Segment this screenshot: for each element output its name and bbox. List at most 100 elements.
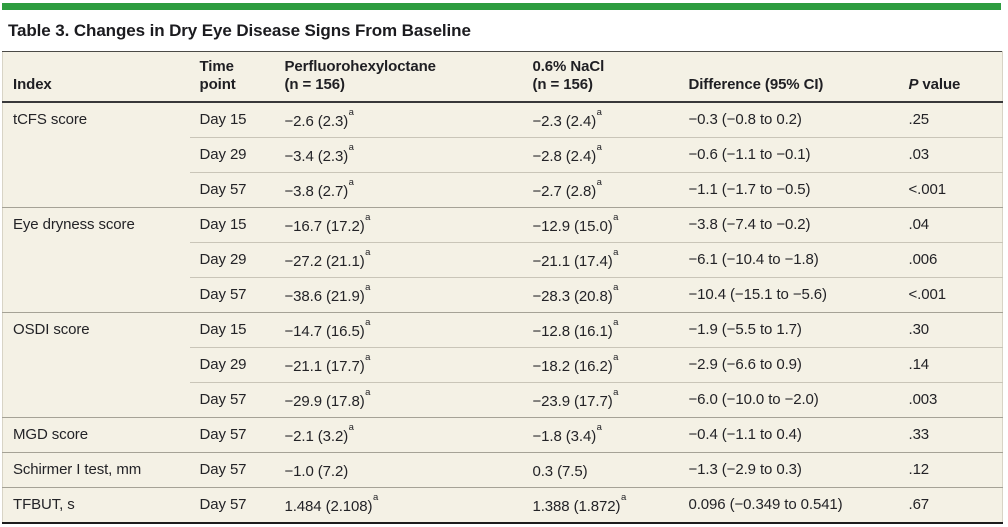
table-row: Day 29 −3.4 (2.3)a −2.8 (2.4)a −0.6 (−1.… — [3, 137, 1003, 173]
table-row: Eye dryness score Day 15 −16.7 (17.2)a −… — [2, 207, 1003, 313]
p-value-cell: <.001 — [898, 172, 1003, 208]
difference-cell: −10.4 (−15.1 to −5.6) — [678, 277, 899, 313]
table-row: tCFS score Day 15 −2.6 (2.3)a −2.3 (2.4)… — [2, 101, 1003, 208]
drug-value-cell: −27.2 (21.1)a — [274, 242, 523, 278]
table-row: Schirmer I test, mm Day 57 −1.0 (7.2) 0.… — [2, 452, 1003, 488]
drug-value-cell: −1.0 (7.2) — [274, 452, 523, 488]
table-row: Day 57 −38.6 (21.9)a −28.3 (20.8)a −10.4… — [3, 277, 1003, 313]
p-value-cell: .003 — [898, 382, 1003, 418]
footnote-marker: a — [596, 422, 602, 433]
time-cell: Day 15 — [189, 207, 275, 243]
difference-cell: −3.8 (−7.4 to −0.2) — [678, 207, 899, 243]
difference-cell: −6.0 (−10.0 to −2.0) — [678, 382, 899, 418]
footnote-marker: a — [596, 107, 602, 118]
index-cell: tCFS score — [2, 101, 190, 208]
column-header-index: Index — [2, 51, 190, 103]
time-cell: Day 57 — [189, 487, 275, 523]
column-header-perfluorohexyloctane: Perfluorohexyloctane (n = 156) — [274, 51, 523, 103]
difference-cell: −1.3 (−2.9 to 0.3) — [678, 452, 899, 488]
p-value-cell: .14 — [898, 347, 1003, 383]
footnote-marker: a — [613, 212, 619, 223]
footnote-marker: a — [372, 492, 379, 503]
drug-value-cell: −21.1 (17.7)a — [274, 347, 523, 383]
index-cell: Eye dryness score — [2, 207, 190, 313]
table-row: Day 57 −3.8 (2.7)a −2.7 (2.8)a −1.1 (−1.… — [3, 172, 1003, 208]
control-value-cell: −2.3 (2.4)a — [522, 101, 679, 138]
table-row: MGD score Day 57 −2.1 (3.2)a −1.8 (3.4)a… — [2, 417, 1003, 453]
footnote-marker: a — [348, 107, 354, 118]
p-value-cell: .67 — [898, 487, 1003, 523]
time-cell: Day 29 — [189, 137, 275, 173]
p-value-cell: .006 — [898, 242, 1003, 278]
p-value-cell: .30 — [898, 312, 1003, 348]
drug-value-cell: −3.4 (2.3)a — [274, 137, 523, 173]
footnote-marker: a — [365, 317, 371, 328]
accent-bar — [2, 3, 1001, 10]
difference-cell: −0.3 (−0.8 to 0.2) — [678, 101, 899, 138]
dry-eye-signs-table: Index Time point Perfluorohexyloctane (n… — [2, 51, 1003, 524]
time-cell: Day 57 — [189, 172, 275, 208]
difference-cell: −2.9 (−6.6 to 0.9) — [678, 347, 899, 383]
drug-value-cell: −2.1 (3.2)a — [274, 417, 523, 453]
control-value-cell: −18.2 (16.2)a — [522, 347, 679, 383]
index-cell: MGD score — [2, 417, 190, 453]
footnote-marker: a — [613, 317, 619, 328]
footnote-marker: a — [365, 247, 371, 258]
p-value-cell: .25 — [898, 101, 1003, 138]
p-value-cell: .12 — [898, 452, 1003, 488]
time-cell: Day 15 — [189, 101, 275, 138]
drug-value-cell: 1.484 (2.108)a — [274, 487, 523, 523]
control-value-cell: 1.388 (1.872)a — [522, 487, 679, 523]
difference-cell: 0.096 (−0.349 to 0.541) — [678, 487, 899, 523]
table-row: Day 29 −21.1 (17.7)a −18.2 (16.2)a −2.9 … — [3, 347, 1003, 383]
control-value-cell: −21.1 (17.4)a — [522, 242, 679, 278]
time-cell: Day 57 — [189, 417, 275, 453]
drug-value-cell: −29.9 (17.8)a — [274, 382, 523, 418]
time-cell: Day 57 — [189, 382, 275, 418]
control-value-cell: −12.9 (15.0)a — [522, 207, 679, 243]
table-header-row: Index Time point Perfluorohexyloctane (n… — [2, 51, 1003, 103]
control-value-cell: 0.3 (7.5) — [522, 452, 679, 488]
column-header-time-point: Time point — [189, 51, 275, 103]
drug-value-cell: −14.7 (16.5)a — [274, 312, 523, 348]
p-value-cell: .04 — [898, 207, 1003, 243]
footnote-marker: a — [365, 212, 371, 223]
p-value-cell: .33 — [898, 417, 1003, 453]
footnote-marker: a — [365, 282, 371, 293]
time-cell: Day 15 — [189, 312, 275, 348]
index-cell: Schirmer I test, mm — [2, 452, 190, 488]
time-cell: Day 57 — [189, 452, 275, 488]
index-cell: TFBUT, s — [2, 487, 190, 523]
footnote-marker: a — [596, 142, 602, 153]
drug-value-cell: −16.7 (17.2)a — [274, 207, 523, 243]
footnote-marker: a — [348, 422, 354, 433]
difference-cell: −0.4 (−1.1 to 0.4) — [678, 417, 899, 453]
time-cell: Day 57 — [189, 277, 275, 313]
difference-cell: −0.6 (−1.1 to −0.1) — [678, 137, 899, 173]
control-value-cell: −23.9 (17.7)a — [522, 382, 679, 418]
footnote-marker: a — [596, 177, 602, 188]
p-value-cell: <.001 — [898, 277, 1003, 313]
footnote-marker: a — [613, 282, 619, 293]
footnote-marker: a — [613, 352, 619, 363]
control-value-cell: −2.8 (2.4)a — [522, 137, 679, 173]
table-row: Day 29 −27.2 (21.1)a −21.1 (17.4)a −6.1 … — [3, 242, 1003, 278]
footnote-marker: a — [348, 177, 354, 188]
footnote-marker: a — [620, 492, 627, 503]
drug-value-cell: −38.6 (21.9)a — [274, 277, 523, 313]
control-value-cell: −12.8 (16.1)a — [522, 312, 679, 348]
footnote-marker: a — [613, 387, 619, 398]
drug-value-cell: −2.6 (2.3)a — [274, 101, 523, 138]
table-row: TFBUT, s Day 57 1.484 (2.108)a 1.388 (1.… — [2, 487, 1003, 523]
time-cell: Day 29 — [189, 242, 275, 278]
control-value-cell: −28.3 (20.8)a — [522, 277, 679, 313]
footnote-marker: a — [365, 387, 371, 398]
index-cell: OSDI score — [2, 312, 190, 418]
page: Table 3. Changes in Dry Eye Disease Sign… — [0, 3, 1008, 527]
control-value-cell: −1.8 (3.4)a — [522, 417, 679, 453]
control-value-cell: −2.7 (2.8)a — [522, 172, 679, 208]
footnote-marker: a — [613, 247, 619, 258]
table-row: Day 57 −29.9 (17.8)a −23.9 (17.7)a −6.0 … — [3, 382, 1003, 418]
footnote-marker: a — [348, 142, 354, 153]
